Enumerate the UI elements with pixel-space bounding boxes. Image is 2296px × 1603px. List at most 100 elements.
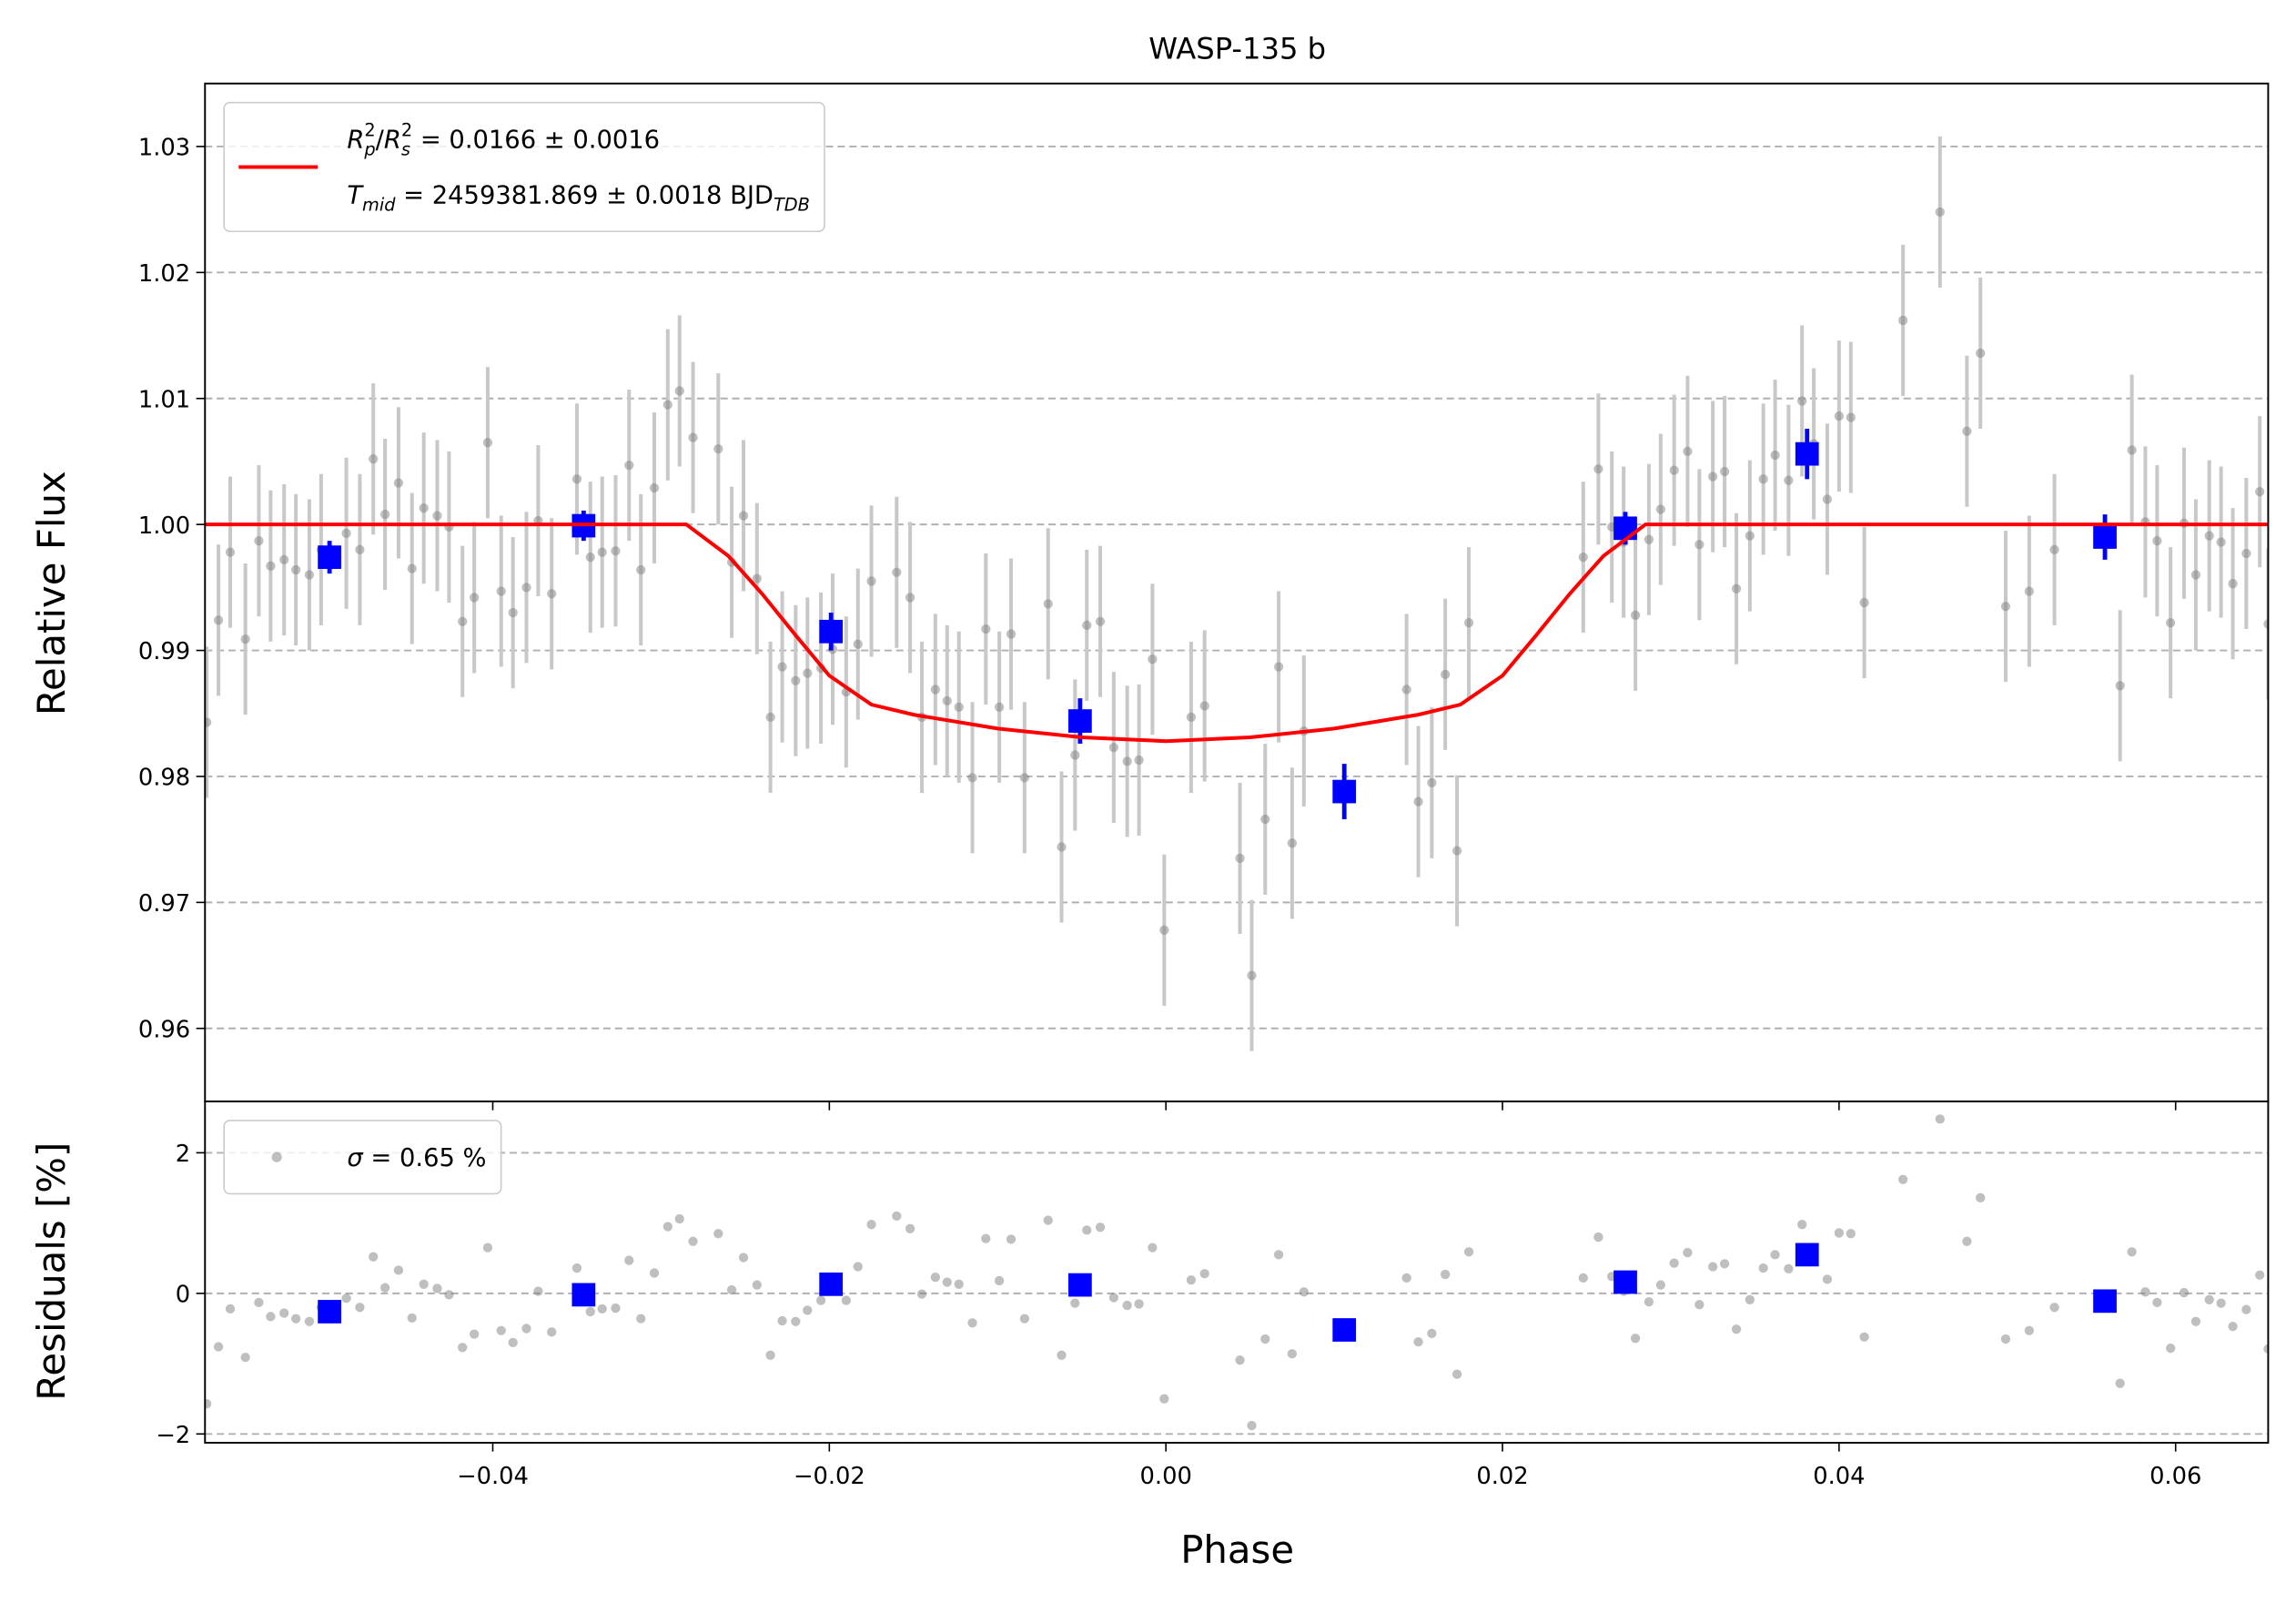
data-point: [2204, 531, 2214, 541]
data-point: [1299, 1287, 1309, 1297]
data-point: [290, 1314, 301, 1324]
legend-text: = 0.0166 ± 0.0016: [412, 127, 660, 155]
legend-text: 2: [401, 120, 412, 141]
data-point: [1897, 1174, 1908, 1184]
data-point: [547, 1327, 557, 1337]
data-point: [2263, 1344, 2269, 1354]
data-point: [571, 1263, 582, 1273]
data-point: [853, 639, 863, 649]
data-point: [1745, 531, 1755, 541]
data-point: [290, 564, 301, 575]
data-point: [2115, 1378, 2125, 1388]
data-point: [1413, 796, 1423, 807]
data-point: [1006, 629, 1017, 639]
data-point: [304, 1316, 315, 1326]
data-point: [2241, 548, 2251, 559]
legend-text: R: [384, 127, 401, 155]
data-point: [663, 400, 673, 410]
data-point: [508, 607, 518, 618]
data-point: [967, 1318, 977, 1328]
data-point: [2049, 1303, 2059, 1313]
data-point: [892, 1211, 902, 1222]
data-point: [266, 561, 276, 571]
data-point: [1630, 610, 1641, 620]
data-point: [597, 547, 607, 557]
data-point: [1708, 1262, 1718, 1272]
legend-text: mid: [362, 195, 396, 216]
data-point: [469, 593, 480, 603]
data-point: [393, 478, 404, 488]
data-point: [444, 1290, 454, 1300]
data-point: [341, 1294, 351, 1304]
data-point: [521, 1324, 531, 1334]
data-point: [765, 1350, 775, 1360]
data-point: [930, 685, 940, 695]
y-tick-label: 2: [176, 1141, 190, 1168]
data-point: [432, 511, 442, 521]
data-point: [1043, 1215, 1053, 1225]
binned-point: [1795, 441, 1819, 466]
legend-box: [223, 1120, 502, 1195]
legend-label: σ = 0.65 %: [347, 1144, 486, 1172]
plot-area: [205, 1114, 2269, 1431]
data-point: [777, 662, 787, 672]
data-point: [2216, 1298, 2226, 1308]
legend: σ = 0.65 %: [223, 1120, 502, 1195]
legend-swatch: [271, 1152, 282, 1162]
data-point: [1148, 654, 1158, 665]
data-point: [1006, 1234, 1017, 1244]
data-point: [1770, 450, 1780, 461]
legend-text: R: [347, 127, 364, 155]
data-point: [752, 1280, 762, 1290]
data-point: [1463, 1247, 1474, 1257]
data-point: [1287, 838, 1298, 848]
data-point: [1976, 1192, 1986, 1202]
y-tick-label: 1.00: [138, 512, 190, 540]
data-point: [738, 1253, 749, 1263]
data-point: [393, 1265, 404, 1275]
data-point: [1655, 504, 1666, 514]
data-point: [942, 695, 952, 706]
data-point: [2190, 1316, 2201, 1326]
y-tick-label: 1.01: [138, 386, 190, 413]
data-point: [803, 1305, 813, 1315]
data-point: [1694, 1300, 1704, 1310]
binned-point: [2093, 1289, 2117, 1314]
data-point: [585, 552, 595, 563]
data-point: [930, 1272, 940, 1283]
binned-point: [819, 1272, 844, 1296]
data-point: [2179, 1287, 2190, 1298]
data-point: [1413, 1336, 1423, 1347]
data-point: [1247, 970, 1257, 980]
data-point: [942, 1277, 952, 1287]
binned-point: [819, 619, 844, 644]
data-point: [369, 454, 379, 464]
model-line: [205, 522, 2269, 744]
data-point: [1644, 534, 1654, 544]
data-point: [1186, 1275, 1197, 1285]
legend-text: p: [363, 139, 375, 160]
data-point: [213, 1342, 224, 1352]
y-tick-label: 0.97: [138, 890, 190, 918]
data-point: [279, 554, 289, 565]
data-point: [954, 702, 964, 712]
legend-text: T: [347, 182, 364, 210]
data-point: [355, 1303, 365, 1313]
data-point: [1019, 773, 1029, 783]
data-point: [2190, 570, 2201, 580]
data-point: [2127, 1247, 2137, 1257]
data-point: [2152, 535, 2162, 546]
data-point: [225, 547, 236, 557]
data-point: [1784, 475, 1794, 485]
data-point: [866, 1220, 876, 1230]
data-point: [213, 615, 224, 625]
data-point: [649, 1268, 660, 1278]
data-point: [407, 563, 417, 573]
data-point: [469, 1329, 480, 1339]
data-point: [1770, 1250, 1780, 1260]
data-point: [547, 589, 557, 599]
data-point: [1199, 701, 1209, 711]
data-point: [649, 482, 660, 493]
